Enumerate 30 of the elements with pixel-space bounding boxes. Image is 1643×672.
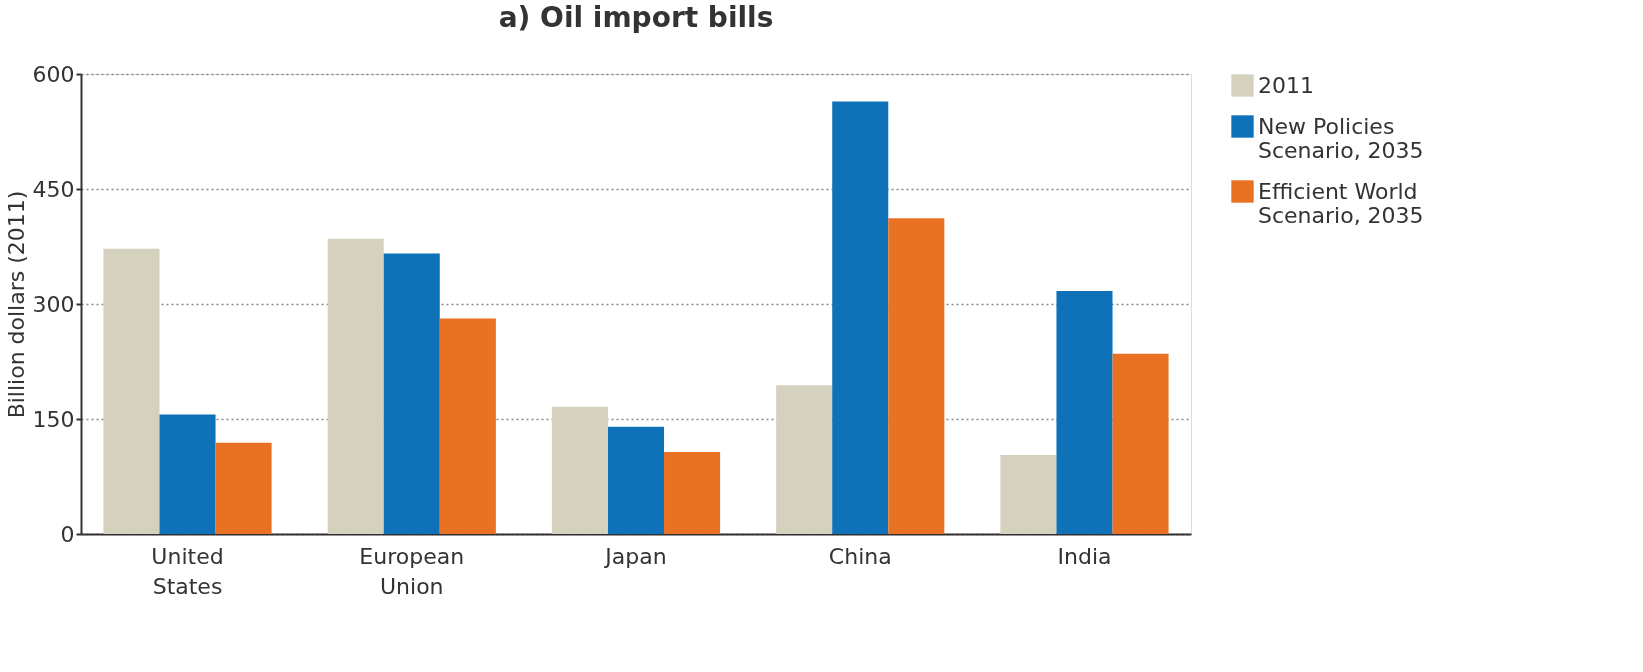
legend-label: 2011 bbox=[1258, 72, 1314, 98]
legend-label: Efficient World Scenario, 2035 bbox=[1258, 178, 1424, 228]
x-tick-label: China bbox=[828, 543, 892, 569]
bar bbox=[1112, 353, 1169, 534]
y-tick-label: 600 bbox=[32, 61, 75, 87]
bar bbox=[607, 426, 665, 534]
y-tick-label: 0 bbox=[60, 521, 75, 547]
bar bbox=[551, 406, 608, 534]
bar bbox=[664, 451, 721, 534]
bar bbox=[888, 218, 945, 534]
bar bbox=[439, 318, 496, 534]
y-tick-label: 450 bbox=[32, 176, 75, 202]
bar bbox=[383, 253, 440, 534]
x-tick-label: India bbox=[1057, 543, 1112, 569]
y-tick-label: 300 bbox=[32, 291, 75, 317]
bar bbox=[327, 238, 384, 534]
chart-title: a) Oil import bills bbox=[498, 1, 774, 34]
x-tick-label: United States bbox=[151, 543, 224, 599]
bar bbox=[215, 442, 272, 534]
x-tick-label: Japan bbox=[603, 543, 667, 569]
bar bbox=[159, 414, 216, 534]
bar bbox=[832, 101, 889, 534]
bar bbox=[1000, 455, 1057, 534]
y-tick-label: 150 bbox=[32, 406, 75, 432]
bar bbox=[1056, 290, 1113, 534]
bar bbox=[776, 385, 833, 534]
y-axis-title: Billion dollars (2011) bbox=[3, 190, 29, 419]
legend-label: New Policies Scenario, 2035 bbox=[1258, 113, 1424, 163]
x-tick-label: European Union bbox=[359, 543, 465, 599]
bar bbox=[103, 248, 160, 534]
